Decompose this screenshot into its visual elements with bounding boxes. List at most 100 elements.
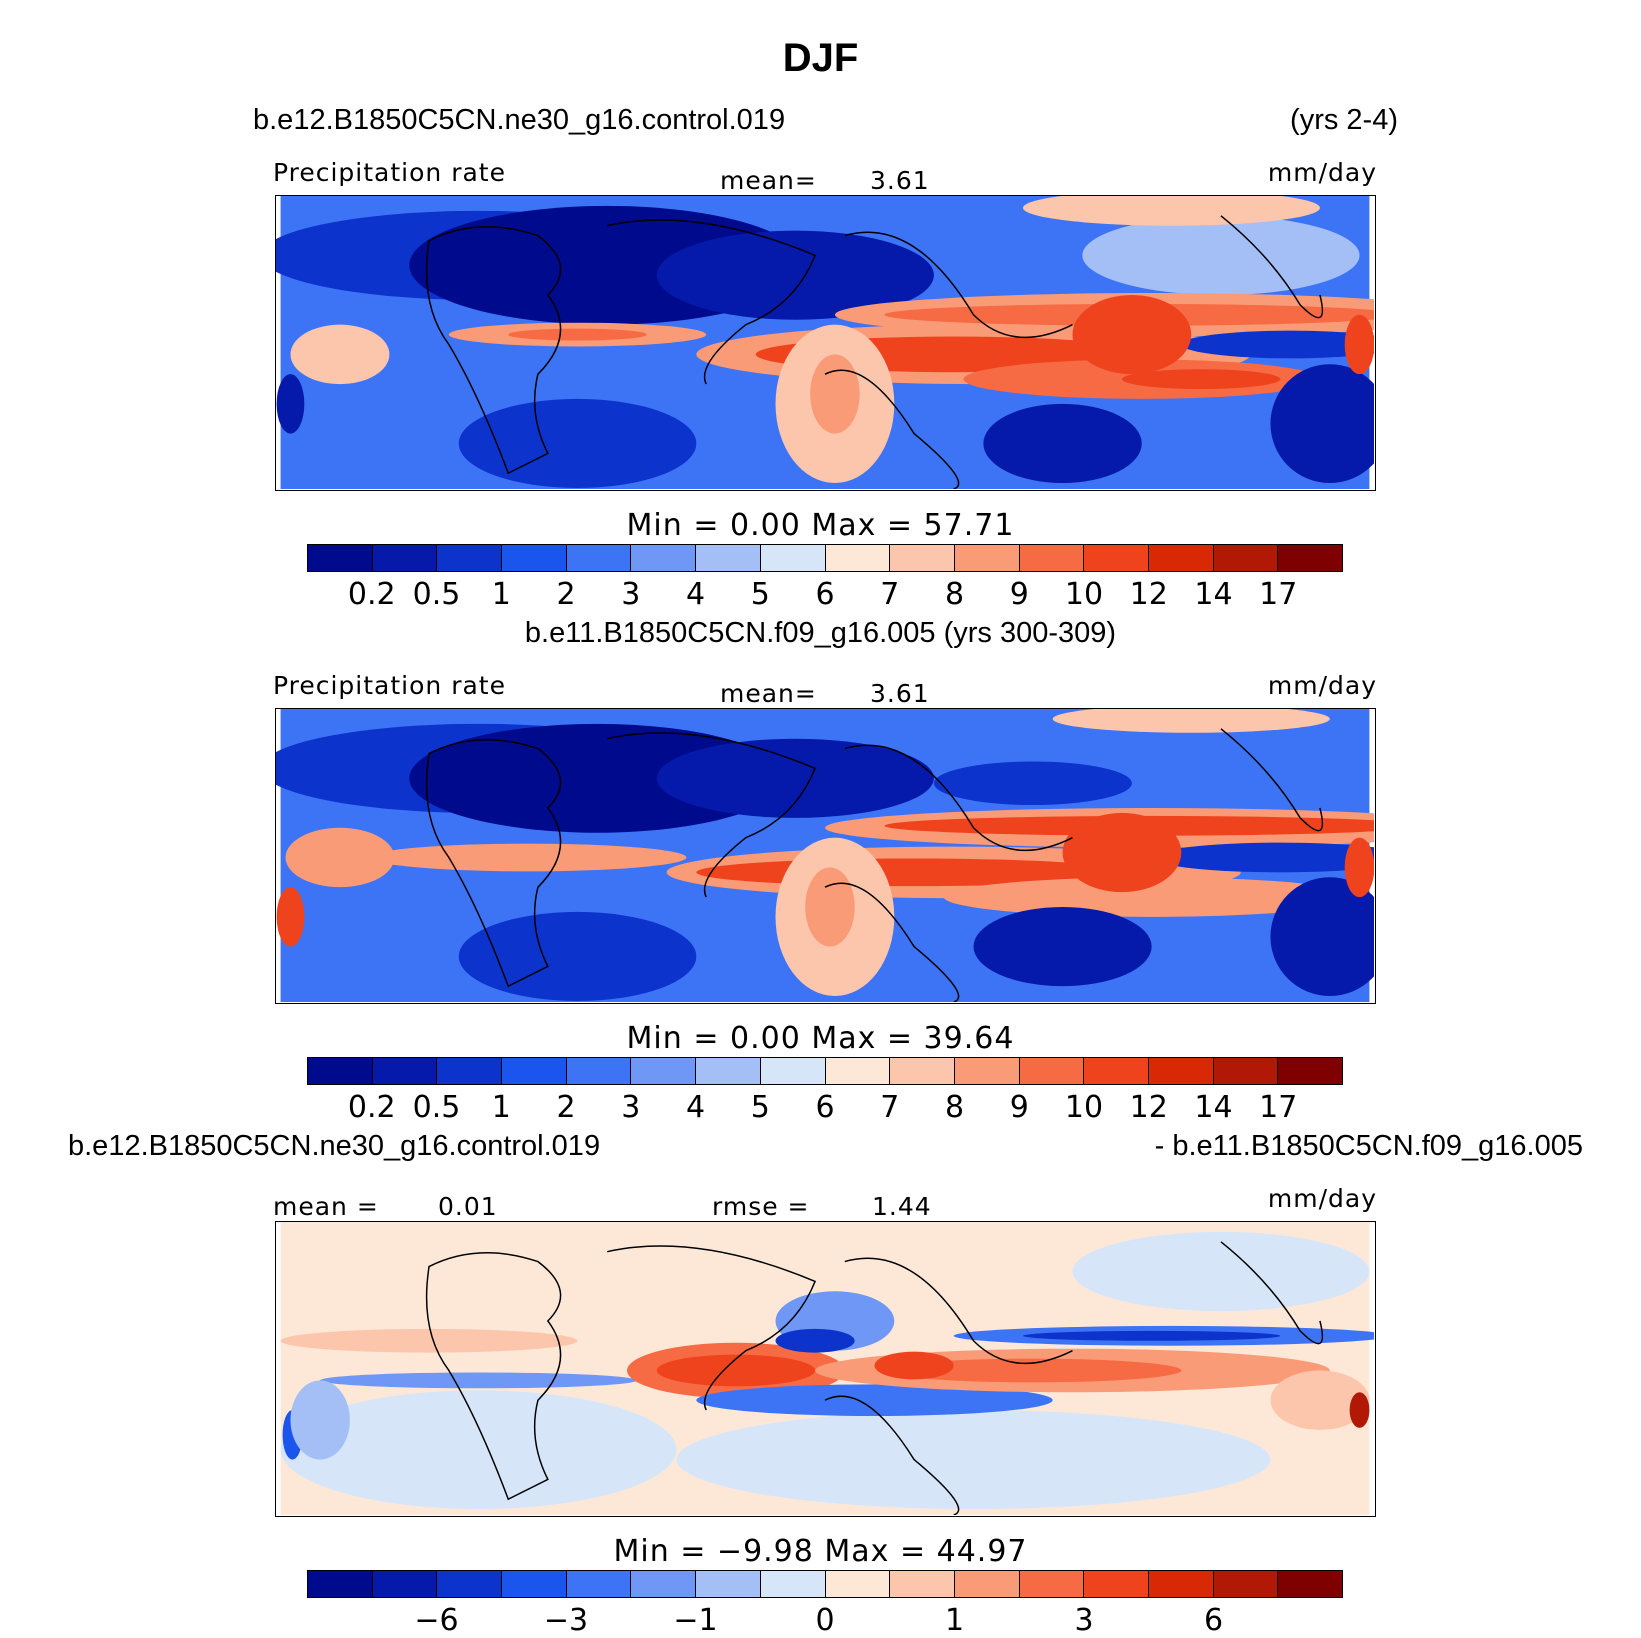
- ticks1-label: 10: [1064, 577, 1104, 612]
- ticks2-label: 12: [1129, 1090, 1168, 1125]
- panel3-min-max: Min = −9.98 Max = 44.97: [613, 1534, 1028, 1569]
- cbar2-swatch: [890, 1058, 955, 1084]
- ticks2-label: 1: [491, 1090, 511, 1125]
- cbar1-swatch: [566, 545, 632, 571]
- cbar2-swatch: [760, 1058, 826, 1084]
- cbar2-swatch: [1213, 1058, 1279, 1084]
- cbar3-swatch: [437, 1571, 503, 1597]
- ticks2-label: 3: [621, 1090, 641, 1125]
- ticks2-label: 4: [685, 1090, 706, 1125]
- cbar3-swatch: [954, 1571, 1020, 1597]
- panel3-map: [275, 1221, 1376, 1517]
- ticks3-label: −6: [414, 1603, 459, 1638]
- ticks1-label: 0.2: [347, 577, 396, 612]
- ticks1-label: 9: [1009, 577, 1029, 612]
- panel1-colorbar: [307, 544, 1343, 572]
- ticks3-label: 1: [944, 1603, 965, 1638]
- ticks2-label: 17: [1259, 1090, 1298, 1125]
- cbar1-swatch: [890, 545, 955, 571]
- ticks1-label: 6: [815, 577, 835, 612]
- cbar1-swatch: [954, 545, 1020, 571]
- panel3-units: mm/day: [1267, 1184, 1377, 1213]
- panel1-mean-value: 3.61: [870, 166, 930, 195]
- panel1-variable: Precipitation rate: [273, 158, 506, 187]
- cbar2-swatch: [372, 1058, 438, 1084]
- figure-title: DJF: [782, 36, 859, 80]
- cbar2-swatch: [696, 1058, 761, 1084]
- cbar1-swatch: [1084, 545, 1149, 571]
- panel1-min-max: Min = 0.00 Max = 57.71: [626, 508, 1015, 543]
- cbar3-swatch: [502, 1571, 567, 1597]
- cbar2-swatch: [308, 1058, 373, 1084]
- ticks2-label: 0.5: [412, 1090, 461, 1125]
- panel2-mean-value: 3.61: [870, 679, 930, 708]
- ticks3-label: 3: [1074, 1603, 1094, 1638]
- panel3-rmse-value: 1.44: [872, 1192, 932, 1221]
- cbar1-swatch: [502, 545, 567, 571]
- ticks3-label: 6: [1203, 1603, 1224, 1638]
- cbar2-swatch: [631, 1058, 697, 1084]
- cbar1-swatch: [825, 545, 891, 571]
- ticks1-label: 7: [880, 577, 900, 612]
- cbar3-swatch: [631, 1571, 697, 1597]
- panel2-min-max: Min = 0.00 Max = 39.64: [626, 1021, 1015, 1056]
- cbar3-swatch: [1213, 1571, 1279, 1597]
- cbar1-swatch: [760, 545, 826, 571]
- cbar1-swatch: [1148, 545, 1214, 571]
- panel2-variable: Precipitation rate: [273, 671, 506, 700]
- ticks1-label: 4: [685, 577, 706, 612]
- cbar2-swatch: [502, 1058, 567, 1084]
- ticks2-label: 5: [750, 1090, 770, 1125]
- cbar2-swatch: [1148, 1058, 1214, 1084]
- panel1-units: mm/day: [1267, 158, 1377, 187]
- ticks1-label: 3: [621, 577, 641, 612]
- cbar3-swatch: [566, 1571, 632, 1597]
- panel1-map: [275, 195, 1376, 491]
- panel1-years: (yrs 2-4): [1290, 104, 1398, 136]
- ticks1-label: 14: [1194, 577, 1233, 612]
- ticks2-label: 10: [1064, 1090, 1104, 1125]
- panel1-mean-label: mean=: [720, 166, 817, 195]
- panel3-colorbar: [307, 1570, 1343, 1598]
- cbar2-swatch: [1084, 1058, 1149, 1084]
- cbar3-swatch: [372, 1571, 438, 1597]
- ticks2-label: 0.2: [347, 1090, 396, 1125]
- cbar3-swatch: [1148, 1571, 1214, 1597]
- cbar2-swatch: [954, 1058, 1020, 1084]
- ticks1-label: 17: [1259, 577, 1298, 612]
- panel2-colorbar: [307, 1057, 1343, 1085]
- cbar1-swatch: [1213, 545, 1279, 571]
- ticks1-label: 0.5: [412, 577, 461, 612]
- cbar1-swatch: [696, 545, 761, 571]
- panel3-mean-label: mean =: [273, 1192, 379, 1221]
- ticks2-label: 9: [1009, 1090, 1029, 1125]
- ticks1-label: 2: [556, 577, 576, 612]
- ticks1-label: 8: [944, 577, 965, 612]
- cbar3-swatch: [890, 1571, 955, 1597]
- ticks2-label: 14: [1194, 1090, 1233, 1125]
- panel2-units: mm/day: [1267, 671, 1377, 700]
- ticks2-label: 7: [880, 1090, 900, 1125]
- cbar3-swatch: [696, 1571, 761, 1597]
- cbar2-swatch: [1019, 1058, 1085, 1084]
- panel3-case-right: - b.e11.B1850C5CN.f09_g16.005: [1154, 1130, 1583, 1162]
- panel2-map: [275, 708, 1376, 1004]
- cbar2-swatch: [825, 1058, 891, 1084]
- panel1-case-name: b.e12.B1850C5CN.ne30_g16.control.019: [253, 104, 786, 136]
- cbar1-swatch: [1278, 545, 1342, 571]
- cbar3-swatch: [825, 1571, 891, 1597]
- cbar1-swatch: [372, 545, 438, 571]
- cbar1-swatch: [308, 545, 373, 571]
- panel2-case-name: b.e11.B1850C5CN.f09_g16.005 (yrs 300-309…: [524, 617, 1117, 649]
- cbar1-swatch: [437, 545, 503, 571]
- cbar2-swatch: [437, 1058, 503, 1084]
- cbar3-swatch: [760, 1571, 826, 1597]
- panel3-rmse-label: rmse =: [712, 1192, 810, 1221]
- ticks1-label: 12: [1129, 577, 1168, 612]
- ticks3-label: 0: [815, 1603, 835, 1638]
- ticks2-label: 8: [944, 1090, 965, 1125]
- ticks3-label: −3: [543, 1603, 589, 1638]
- ticks2-label: 2: [556, 1090, 576, 1125]
- cbar3-swatch: [308, 1571, 373, 1597]
- cbar2-swatch: [566, 1058, 632, 1084]
